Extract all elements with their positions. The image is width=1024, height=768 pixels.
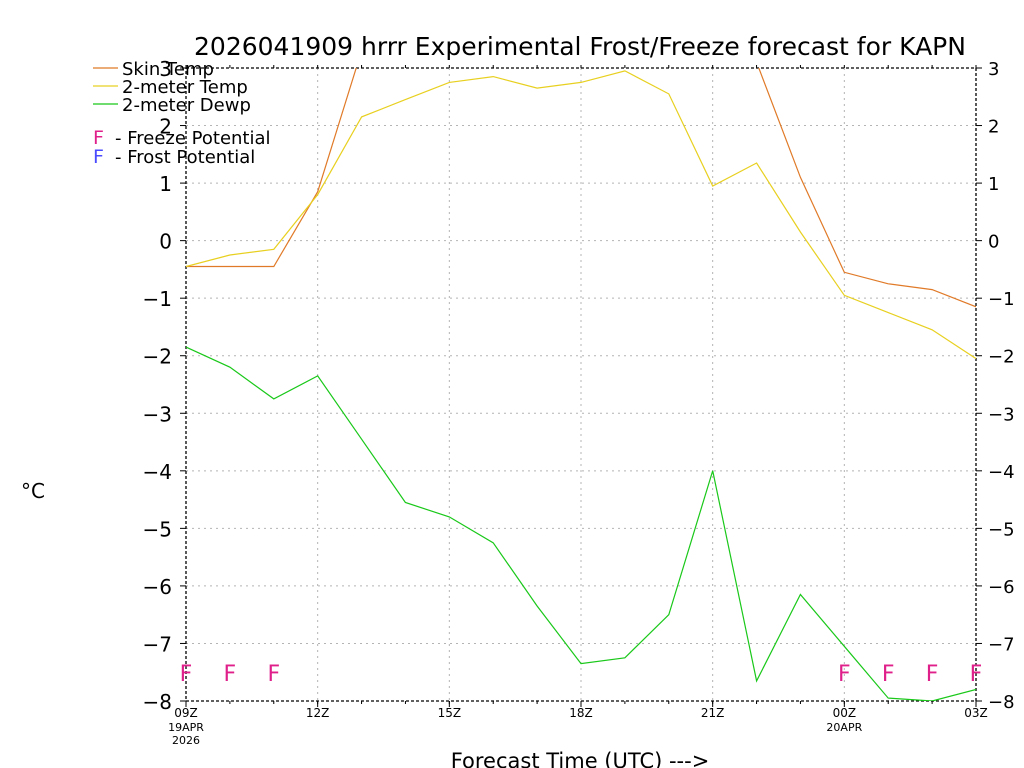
y-tick-label-right: 2 [988,117,999,138]
y-tick-label-left: −1 [143,287,172,311]
y-tick-label-right: −3 [988,404,1015,425]
y-tick-label-right: −6 [988,577,1015,598]
x-tick-sublabel: 20APR [826,721,862,734]
freeze-potential-marker: F [926,662,939,687]
y-tick-label-left: −6 [143,575,172,599]
y-tick-label-right: −1 [988,289,1015,310]
y-tick-label-left: −2 [143,345,172,369]
freeze-potential-marker: F [267,662,280,687]
y-tick-label-left: −8 [143,690,172,714]
y-tick-label-left: 0 [159,230,172,254]
y-tick-label-right: −8 [988,692,1015,713]
y-tick-label-right: −7 [988,634,1015,655]
x-tick-sublabel: 2026 [172,734,200,747]
y-tick-label-right: 1 [988,174,999,195]
freeze-potential-marker: F [224,662,237,687]
legend-frost-potential-label: - Frost Potential [115,147,255,168]
y-tick-label-left: −7 [143,632,172,656]
legend-freeze-potential-label: - Freeze Potential [115,128,271,149]
legend-label: Skin Temp [122,59,214,80]
plot-frame [185,67,977,702]
legend-freeze-potential-marker: F [93,127,104,149]
x-tick-label: 15Z [438,706,462,720]
x-tick-label: 18Z [569,706,593,720]
x-tick-label: 03Z [964,706,988,720]
y-tick-label-left: 3 [159,57,172,81]
series-line-skin-temp [186,68,976,308]
x-tick-label: 00Z [833,706,857,720]
y-tick-label-left: 2 [159,115,172,139]
legend-frost-potential-marker: F [93,146,104,168]
y-tick-label-left: −5 [143,517,172,541]
freeze-potential-marker: F [882,662,895,687]
y-tick-label-right: −2 [988,347,1015,368]
y-tick-label-right: −5 [988,519,1015,540]
y-tick-label-left: 1 [159,172,172,196]
y-tick-label-right: 0 [988,232,999,253]
freeze-potential-marker: F [970,662,983,687]
series-line-2-meter-temp [186,70,976,360]
series-line-2-meter-dewp [186,346,976,701]
x-tick-sublabel: 19APR [168,721,204,734]
y-tick-label-right: 3 [988,59,999,80]
y-tick-label-left: −4 [143,460,172,484]
x-tick-label: 09Z [174,706,198,720]
y-tick-label-left: −3 [143,402,172,426]
x-tick-label: 12Z [306,706,330,720]
y-tick-label-right: −4 [988,462,1015,483]
y-axis-label: °C [21,479,45,503]
chart-title: 2026041909 hrrr Experimental Frost/Freez… [194,32,966,61]
freeze-potential-marker: F [180,662,193,687]
x-tick-label: 21Z [701,706,725,720]
legend-label: 2-meter Dewp [122,95,251,116]
x-axis-label: Forecast Time (UTC) ---> [451,749,710,768]
legend-label: 2-meter Temp [122,77,248,98]
freeze-potential-marker: F [838,662,851,687]
